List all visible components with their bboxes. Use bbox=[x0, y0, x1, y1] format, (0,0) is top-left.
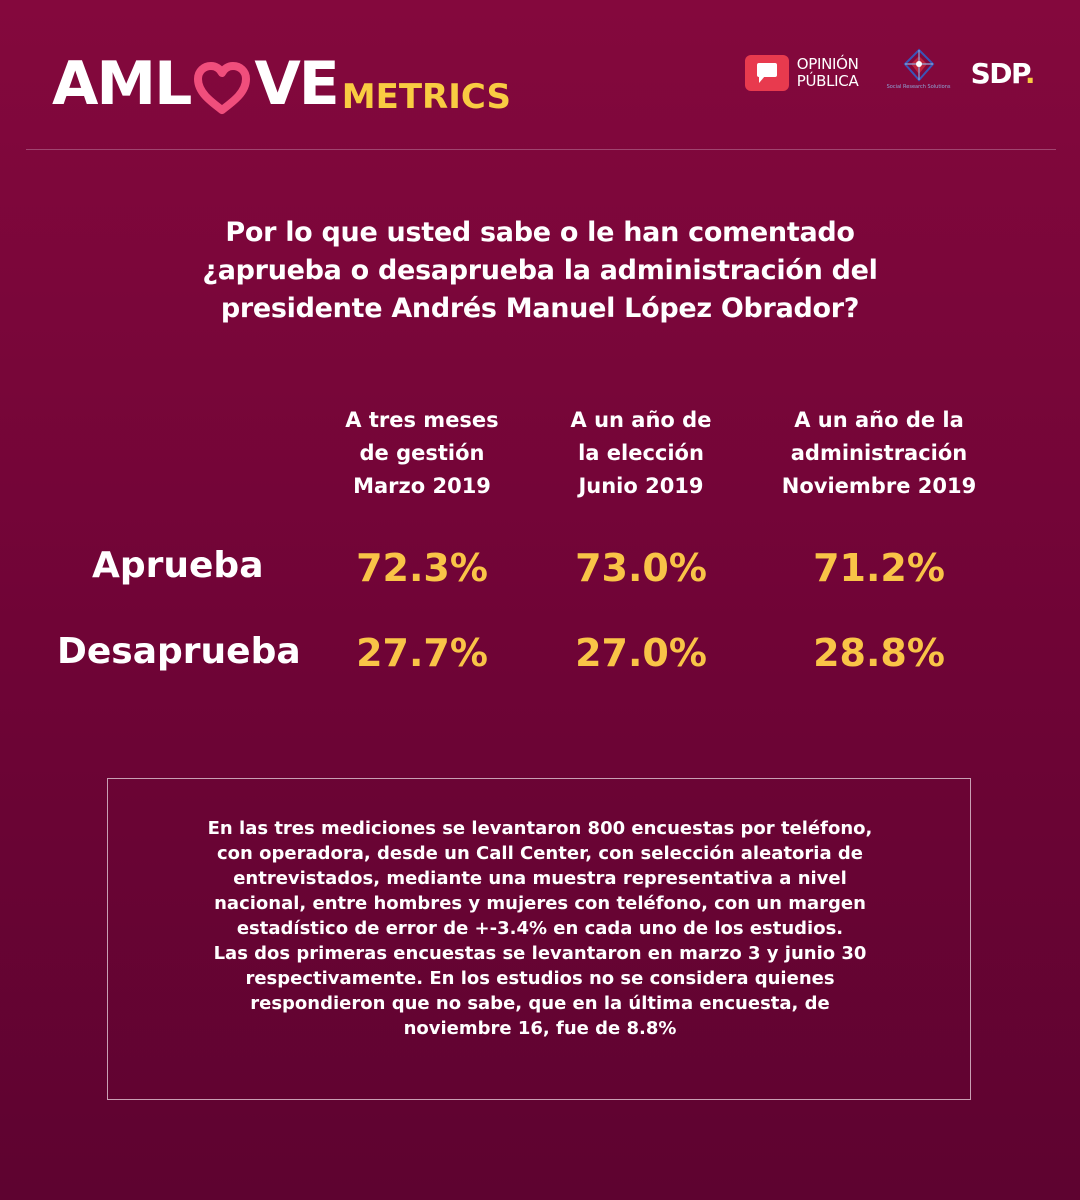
value-aprueba-marzo: 72.3% bbox=[356, 546, 488, 590]
note-line: nacional, entre hombres y mujeres con te… bbox=[214, 893, 866, 914]
column-header-line: A un año de bbox=[570, 408, 712, 432]
header-divider bbox=[26, 149, 1056, 150]
speech-bubble-icon bbox=[744, 55, 789, 91]
question-line: Por lo que usted sabe o le han comentado bbox=[225, 217, 855, 248]
logo-wordmark: AML VE bbox=[52, 49, 340, 119]
note-line: respectivamente. En los estudios no se c… bbox=[245, 968, 835, 989]
column-header-line: A tres meses bbox=[345, 408, 499, 432]
header: AML VE METRICS OPINIÓN PÚBLICA Social Re… bbox=[0, 0, 1080, 150]
note-line: entrevistados, mediante una muestra repr… bbox=[233, 868, 847, 889]
logo-subtext: METRICS bbox=[341, 77, 511, 117]
diamond-network-icon bbox=[903, 48, 934, 82]
column-header-line: de gestión bbox=[359, 441, 485, 465]
social-research-solutions-logo: Social Research Solutions bbox=[887, 48, 951, 98]
opinion-line2: PÚBLICA bbox=[796, 72, 859, 90]
column-header-line: la elección bbox=[578, 441, 704, 465]
sdp-dot: . bbox=[1024, 56, 1036, 90]
question-line: presidente Andrés Manuel López Obrador? bbox=[220, 293, 860, 324]
column-header-line: A un año de la bbox=[794, 408, 964, 432]
column-header-noviembre-2019: A un año de la administración Noviembre … bbox=[759, 404, 999, 503]
column-header-line: Marzo 2019 bbox=[353, 474, 491, 498]
row-label-desaprueba: Desaprueba bbox=[57, 631, 301, 672]
note-line: En las tres mediciones se levantaron 800… bbox=[207, 818, 873, 839]
column-header-line: Junio 2019 bbox=[578, 474, 704, 498]
heart-icon bbox=[194, 62, 251, 114]
note-line: noviembre 16, fue de 8.8% bbox=[403, 1018, 677, 1039]
value-desaprueba-noviembre: 28.8% bbox=[813, 631, 945, 675]
logo-text-right: VE bbox=[254, 49, 339, 119]
logo-text-left: AML bbox=[52, 49, 192, 119]
amlove-metrics-logo: AML VE METRICS bbox=[52, 44, 511, 114]
column-header-line: Noviembre 2019 bbox=[781, 474, 977, 498]
note-line: con operadora, desde un Call Center, con… bbox=[217, 843, 863, 864]
column-header-junio-2019: A un año de la elección Junio 2019 bbox=[521, 404, 761, 503]
question-line: ¿aprueba o desaprueba la administración … bbox=[202, 255, 878, 286]
opinion-publica-logo: OPINIÓN PÚBLICA bbox=[797, 56, 859, 90]
srs-caption: Social Research Solutions bbox=[886, 84, 951, 90]
note-line: Las dos primeras encuestas se levantaron… bbox=[213, 943, 867, 964]
opinion-line1: OPINIÓN bbox=[796, 55, 859, 73]
value-desaprueba-marzo: 27.7% bbox=[356, 631, 488, 675]
methodology-box bbox=[107, 778, 971, 1100]
value-aprueba-junio: 73.0% bbox=[575, 546, 707, 590]
row-label-aprueba: Aprueba bbox=[92, 545, 264, 586]
value-desaprueba-junio: 27.0% bbox=[575, 631, 707, 675]
value-aprueba-noviembre: 71.2% bbox=[813, 546, 945, 590]
sdp-text: SDP bbox=[970, 56, 1027, 90]
survey-question: Por lo que usted sabe o le han comentado… bbox=[140, 214, 940, 328]
methodology-note: En las tres mediciones se levantaron 800… bbox=[140, 816, 940, 1041]
note-line: estadístico de error de +-3.4% en cada u… bbox=[236, 918, 844, 939]
partner-logos: OPINIÓN PÚBLICA Social Research Solution… bbox=[744, 48, 1036, 98]
column-header-marzo-2019: A tres meses de gestión Marzo 2019 bbox=[302, 404, 542, 503]
column-header-line: administración bbox=[790, 441, 968, 465]
sdp-logo: SDP. bbox=[970, 56, 1036, 90]
note-line: respondieron que no sabe, que en la últi… bbox=[250, 993, 830, 1014]
